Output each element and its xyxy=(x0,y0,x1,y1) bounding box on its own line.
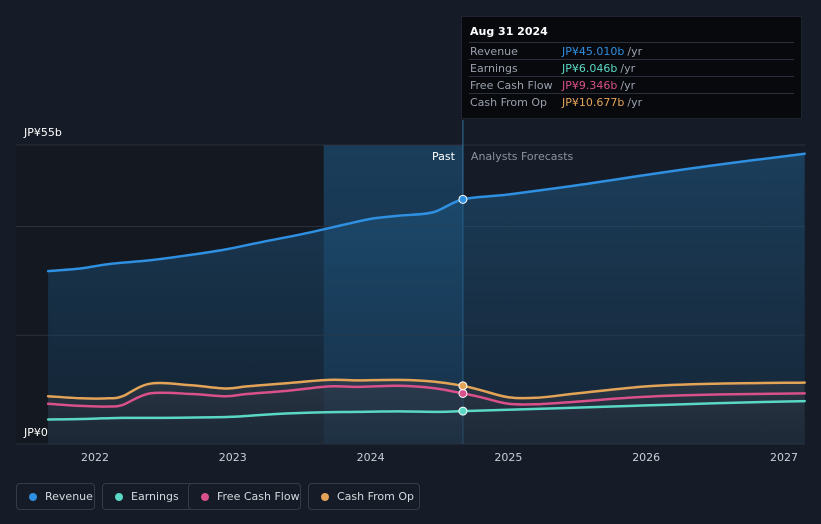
tooltip-row-cash-from-op: Cash From Op JP¥10.677b/yr xyxy=(469,93,794,111)
x-tick-label: 2024 xyxy=(357,451,385,464)
y-axis-min-label: JP¥0 xyxy=(23,426,48,439)
tooltip-label: Earnings xyxy=(470,62,518,75)
free-cash-flow-line xyxy=(46,384,806,408)
tooltip-value: JP¥6.046b/yr xyxy=(562,62,636,75)
earnings-line xyxy=(46,399,806,421)
revenue-area xyxy=(48,153,805,444)
legend-dot-icon xyxy=(115,493,123,501)
x-tick-label: 2023 xyxy=(219,451,247,464)
legend-label: Free Cash Flow xyxy=(217,490,300,503)
legend-label: Revenue xyxy=(45,490,93,503)
legend-item-earnings[interactable]: Earnings xyxy=(102,483,198,510)
cash-from-op-line xyxy=(46,378,806,400)
legend-label: Earnings xyxy=(131,490,179,503)
legend-dot-icon xyxy=(321,493,329,501)
tooltip-label: Revenue xyxy=(470,45,518,58)
tooltip-label: Cash From Op xyxy=(470,96,548,109)
tooltip-value: JP¥9.346b/yr xyxy=(562,79,636,92)
chart-tooltip: Aug 31 2024 Revenue JP¥45.010b/yr Earnin… xyxy=(461,16,802,119)
revenue-point xyxy=(458,194,468,204)
tooltip-date: Aug 31 2024 xyxy=(470,25,548,38)
tooltip-row-revenue: Revenue JP¥45.010b/yr xyxy=(469,42,794,60)
x-tick-label: 2022 xyxy=(81,451,109,464)
free-cash-flow-point xyxy=(458,388,468,398)
legend-label: Cash From Op xyxy=(337,490,415,503)
legend-item-revenue[interactable]: Revenue xyxy=(16,483,95,510)
cash-from-op-point xyxy=(458,381,468,391)
x-tick-label: 2025 xyxy=(494,451,522,464)
tooltip-row-earnings: Earnings JP¥6.046b/yr xyxy=(469,59,794,77)
legend-item-free-cash-flow[interactable]: Free Cash Flow xyxy=(188,483,301,510)
y-axis-max-label: JP¥55b xyxy=(23,126,62,139)
legend-dot-icon xyxy=(201,493,209,501)
tooltip-value: JP¥45.010b/yr xyxy=(562,45,643,58)
past-label: Past xyxy=(432,150,456,163)
legend-item-cash-from-op[interactable]: Cash From Op xyxy=(308,483,420,510)
forecast-label: Analysts Forecasts xyxy=(471,150,574,163)
tooltip-row-free-cash-flow: Free Cash Flow JP¥9.346b/yr xyxy=(469,76,794,94)
tooltip-label: Free Cash Flow xyxy=(470,79,553,92)
revenue-line xyxy=(46,152,806,273)
x-tick-label: 2026 xyxy=(632,451,660,464)
tooltip-value: JP¥10.677b/yr xyxy=(562,96,643,109)
legend-dot-icon xyxy=(29,493,37,501)
x-tick-label: 2027 xyxy=(770,451,798,464)
earnings-point xyxy=(458,406,468,416)
